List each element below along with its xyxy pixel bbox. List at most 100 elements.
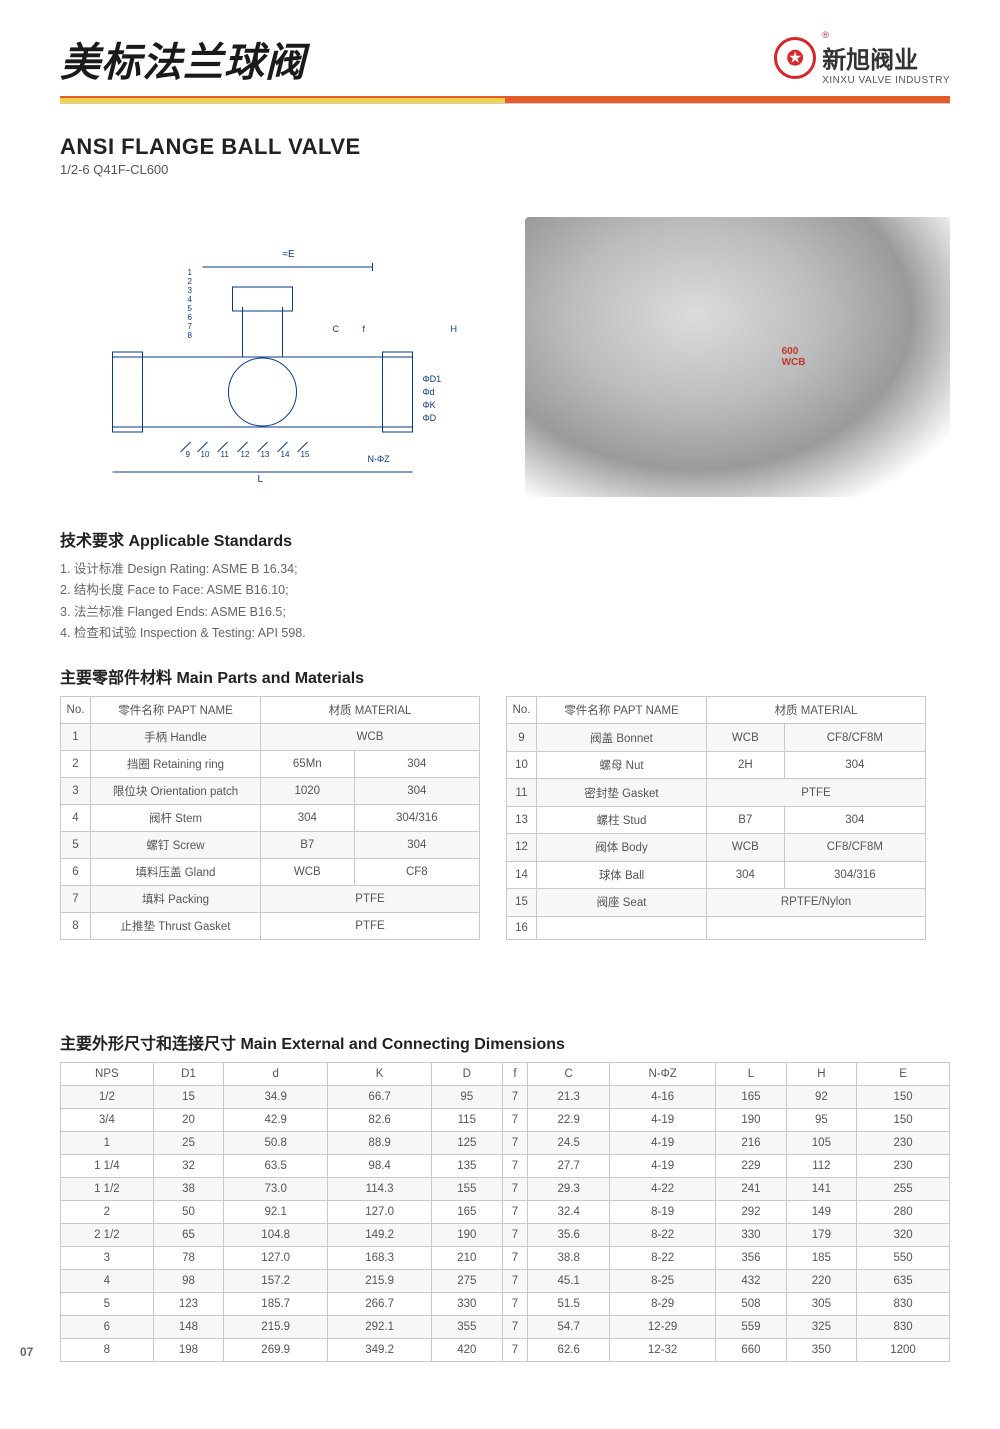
svg-text:2: 2	[188, 277, 193, 286]
dim-cell: 98	[153, 1270, 223, 1293]
dim-cell: 275	[432, 1270, 502, 1293]
cell-material-2: 304	[354, 778, 479, 805]
dim-cell: 292.1	[328, 1316, 432, 1339]
cell-material-2: CF8/CF8M	[784, 834, 925, 861]
cell-material-1: 304	[707, 861, 785, 888]
dim-cell: 330	[432, 1293, 502, 1316]
cell-material-2: 304	[784, 806, 925, 833]
cell-no: 4	[61, 805, 91, 832]
cell-no: 14	[507, 861, 537, 888]
svg-text:11: 11	[221, 450, 230, 459]
dim-col-header: N-ΦZ	[610, 1063, 716, 1086]
dim-cell: 830	[857, 1316, 950, 1339]
svg-text:5: 5	[188, 304, 193, 313]
dim-cell: 350	[786, 1339, 856, 1362]
dim-cell: 7	[502, 1316, 528, 1339]
dim-col-header: D	[432, 1063, 502, 1086]
table-row: 25092.1127.0165732.48-19292149280	[61, 1201, 950, 1224]
cell-no: 12	[507, 834, 537, 861]
dim-cell: 104.8	[224, 1224, 328, 1247]
divider-bar	[60, 96, 950, 104]
col-name: 零件名称 PAPT NAME	[91, 697, 261, 724]
cell-no: 1	[61, 724, 91, 751]
dim-cell: 420	[432, 1339, 502, 1362]
dim-cell: 4-22	[610, 1178, 716, 1201]
dim-cell: 50	[153, 1201, 223, 1224]
dim-cell: 92.1	[224, 1201, 328, 1224]
dim-cell: 51.5	[528, 1293, 610, 1316]
dim-cell: 255	[857, 1178, 950, 1201]
dim-cell: 7	[502, 1201, 528, 1224]
dim-cell: 15	[153, 1086, 223, 1109]
cell-material-1: WCB	[261, 859, 355, 886]
dim-cell: 149.2	[328, 1224, 432, 1247]
dim-cell: 241	[716, 1178, 786, 1201]
dim-cell: 24.5	[528, 1132, 610, 1155]
dim-cell: 215.9	[328, 1270, 432, 1293]
cell-material: PTFE	[707, 779, 926, 806]
dim-cell: 150	[857, 1086, 950, 1109]
dim-cell: 66.7	[328, 1086, 432, 1109]
col-no: No.	[507, 697, 537, 724]
table-row: 5123185.7266.7330751.58-29508305830	[61, 1293, 950, 1316]
dim-cell: 95	[786, 1109, 856, 1132]
table-row: 14球体 Ball304304/316	[507, 861, 926, 888]
dim-cell: 1 1/4	[61, 1155, 154, 1178]
dim-col-header: K	[328, 1063, 432, 1086]
dim-cell: 42.9	[224, 1109, 328, 1132]
svg-text:≈E: ≈E	[283, 249, 295, 260]
table-row: 11密封垫 GasketPTFE	[507, 779, 926, 806]
dim-cell: 35.6	[528, 1224, 610, 1247]
table-row: 1 1/43263.598.4135727.74-19229112230	[61, 1155, 950, 1178]
catalog-page: 美标法兰球阀 ✪ ® 新旭阀业 XINXU VALVE INDUSTRY ANS…	[0, 0, 1000, 1429]
dim-cell: 21.3	[528, 1086, 610, 1109]
dim-cell: 155	[432, 1178, 502, 1201]
dim-cell: 6	[61, 1316, 154, 1339]
dim-cell: 8-29	[610, 1293, 716, 1316]
dim-cell: 63.5	[224, 1155, 328, 1178]
svg-text:13: 13	[261, 450, 270, 459]
dim-cell: 95	[432, 1086, 502, 1109]
table-row: 1手柄 HandleWCB	[61, 724, 480, 751]
dim-cell: 7	[502, 1247, 528, 1270]
svg-text:L: L	[258, 474, 264, 485]
dim-cell: 432	[716, 1270, 786, 1293]
cell-material: PTFE	[261, 886, 480, 913]
svg-text:ΦD1: ΦD1	[423, 374, 442, 384]
dim-cell: 12-29	[610, 1316, 716, 1339]
dim-cell: 123	[153, 1293, 223, 1316]
dim-cell: 1	[61, 1132, 154, 1155]
product-title-en: ANSI FLANGE BALL VALVE	[60, 134, 950, 160]
dim-cell: 88.9	[328, 1132, 432, 1155]
product-model: 1/2-6 Q41F-CL600	[60, 162, 950, 177]
svg-text:f: f	[363, 324, 366, 334]
dim-col-header: L	[716, 1063, 786, 1086]
svg-text:12: 12	[241, 450, 250, 459]
cell-material-2: 304/316	[784, 861, 925, 888]
dim-cell: 29.3	[528, 1178, 610, 1201]
dim-cell: 65	[153, 1224, 223, 1247]
dim-cell: 8-25	[610, 1270, 716, 1293]
product-heading: ANSI FLANGE BALL VALVE 1/2-6 Q41F-CL600	[60, 134, 950, 177]
dim-cell: 8-22	[610, 1224, 716, 1247]
dim-cell: 22.9	[528, 1109, 610, 1132]
cell-no: 10	[507, 751, 537, 778]
dim-cell: 149	[786, 1201, 856, 1224]
col-material: 材质 MATERIAL	[261, 697, 480, 724]
dim-cell: 4	[61, 1270, 154, 1293]
cell-no: 15	[507, 889, 537, 916]
brand-text: ® 新旭阀业 XINXU VALVE INDUSTRY	[822, 30, 950, 86]
cell-material-1: WCB	[707, 724, 785, 751]
dim-cell: 32	[153, 1155, 223, 1178]
stamp-line1: 600	[782, 346, 806, 357]
dim-cell: 7	[502, 1132, 528, 1155]
svg-text:6: 6	[188, 313, 193, 322]
svg-text:3: 3	[188, 286, 193, 295]
table-row: 5螺钉 ScrewB7304	[61, 832, 480, 859]
dim-cell: 3	[61, 1247, 154, 1270]
dim-col-header: d	[224, 1063, 328, 1086]
svg-text:7: 7	[188, 322, 193, 331]
dim-cell: 8-22	[610, 1247, 716, 1270]
dim-cell: 190	[716, 1109, 786, 1132]
svg-text:H: H	[451, 324, 458, 334]
